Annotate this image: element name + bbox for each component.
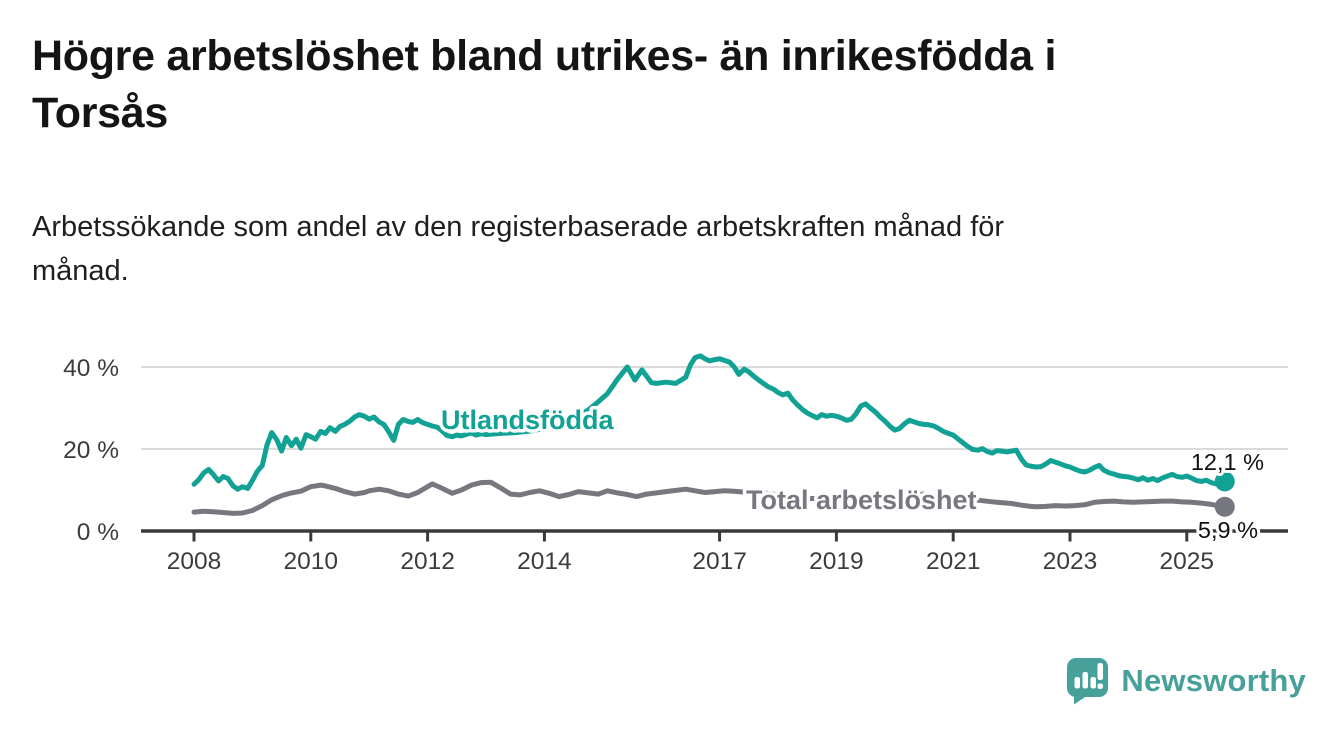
newsworthy-logo-icon <box>1067 658 1109 705</box>
x-tick-label: 2023 <box>1043 548 1098 575</box>
series-label: Utlandsfödda <box>441 405 614 435</box>
x-tick-label: 2012 <box>400 548 455 575</box>
series-line-total-arbetsl-shet <box>191 479 1228 516</box>
series-line-utlandsf-dda <box>191 353 1228 492</box>
series-end-value-label: 5,9 % <box>1198 517 1258 543</box>
x-tick-label: 2021 <box>926 548 981 575</box>
x-tick-label: 2025 <box>1160 548 1215 575</box>
x-tick-label: 2008 <box>167 548 222 575</box>
x-tick-label: 2014 <box>517 548 572 575</box>
y-tick-label: 40 % <box>63 355 119 382</box>
newsworthy-brand-text: Newsworthy <box>1121 663 1306 698</box>
page-title-line2: Torsås <box>32 88 169 137</box>
y-tick-label: 20 % <box>63 437 119 464</box>
page-title-line1: Högre arbetslöshet bland utrikes- än inr… <box>32 32 1057 80</box>
y-tick-label: 0 % <box>77 519 119 546</box>
series-end-dot <box>1214 496 1235 517</box>
newsworthy-brand: Newsworthy <box>1065 655 1306 707</box>
page-subtitle: Arbetssökande som andel av den registerb… <box>32 206 1252 293</box>
page-subtitle-line2: månad. <box>32 254 129 287</box>
page-title: Högre arbetslöshet bland utrikes- än inr… <box>32 28 1282 142</box>
x-tick-label: 2010 <box>284 548 339 575</box>
series-end-dot <box>1214 471 1235 492</box>
page-subtitle-line1: Arbetssökande som andel av den registerb… <box>32 211 1005 243</box>
x-tick-label: 2017 <box>692 548 747 575</box>
x-tick-label: 2019 <box>809 548 864 575</box>
series-label: Total arbetslöshet <box>746 485 977 515</box>
series-end-value-label: 12,1 % <box>1191 449 1264 475</box>
